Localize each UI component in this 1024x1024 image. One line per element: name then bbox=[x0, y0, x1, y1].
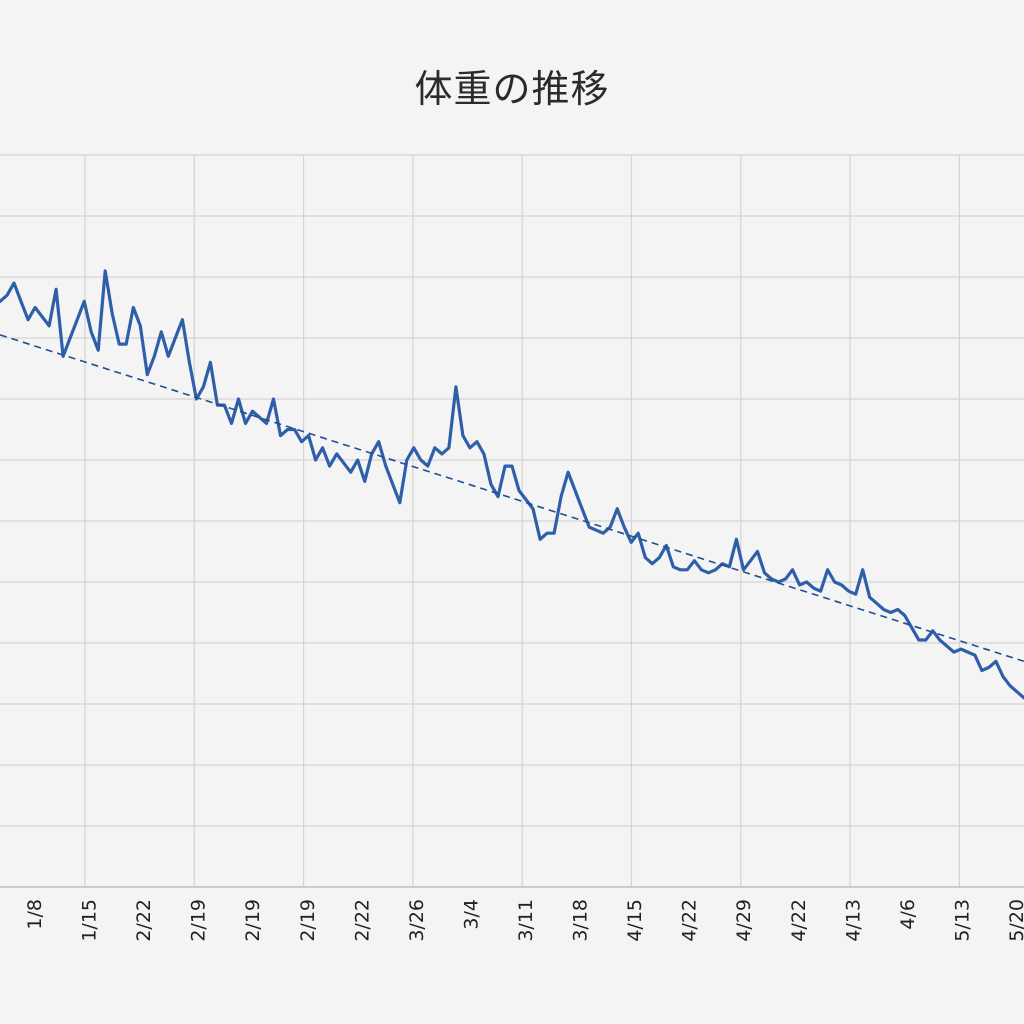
x-tick-label: 4/6 bbox=[897, 899, 919, 930]
x-tick-label: 3/26 bbox=[406, 899, 428, 942]
x-tick-label: 3/11 bbox=[515, 899, 537, 942]
x-tick-label: 4/13 bbox=[842, 899, 864, 942]
x-tick-label: 2/22 bbox=[351, 899, 373, 942]
x-tick-label: 4/22 bbox=[679, 899, 701, 942]
trend-line bbox=[0, 334, 1024, 663]
x-tick-label: 4/29 bbox=[733, 899, 755, 942]
x-tick-label: 2/19 bbox=[297, 899, 319, 942]
x-tick-label: 3/4 bbox=[460, 899, 482, 930]
x-tick-label: 2/19 bbox=[188, 899, 210, 942]
x-tick-label: 3/18 bbox=[570, 899, 592, 942]
x-tick-label: 1/8 bbox=[24, 899, 46, 930]
x-tick-label: 2/22 bbox=[133, 899, 155, 942]
x-tick-label: 5/20 bbox=[1006, 899, 1024, 942]
chart-title: 体重の推移 bbox=[414, 67, 610, 111]
x-tick-label: 4/22 bbox=[788, 899, 810, 942]
x-tick-label: 5/13 bbox=[951, 899, 973, 942]
x-tick-label: 4/15 bbox=[624, 899, 646, 942]
x-tick-label: 2/19 bbox=[242, 899, 264, 942]
weight-series-line bbox=[0, 269, 1024, 700]
x-tick-label: 1/15 bbox=[79, 899, 101, 942]
